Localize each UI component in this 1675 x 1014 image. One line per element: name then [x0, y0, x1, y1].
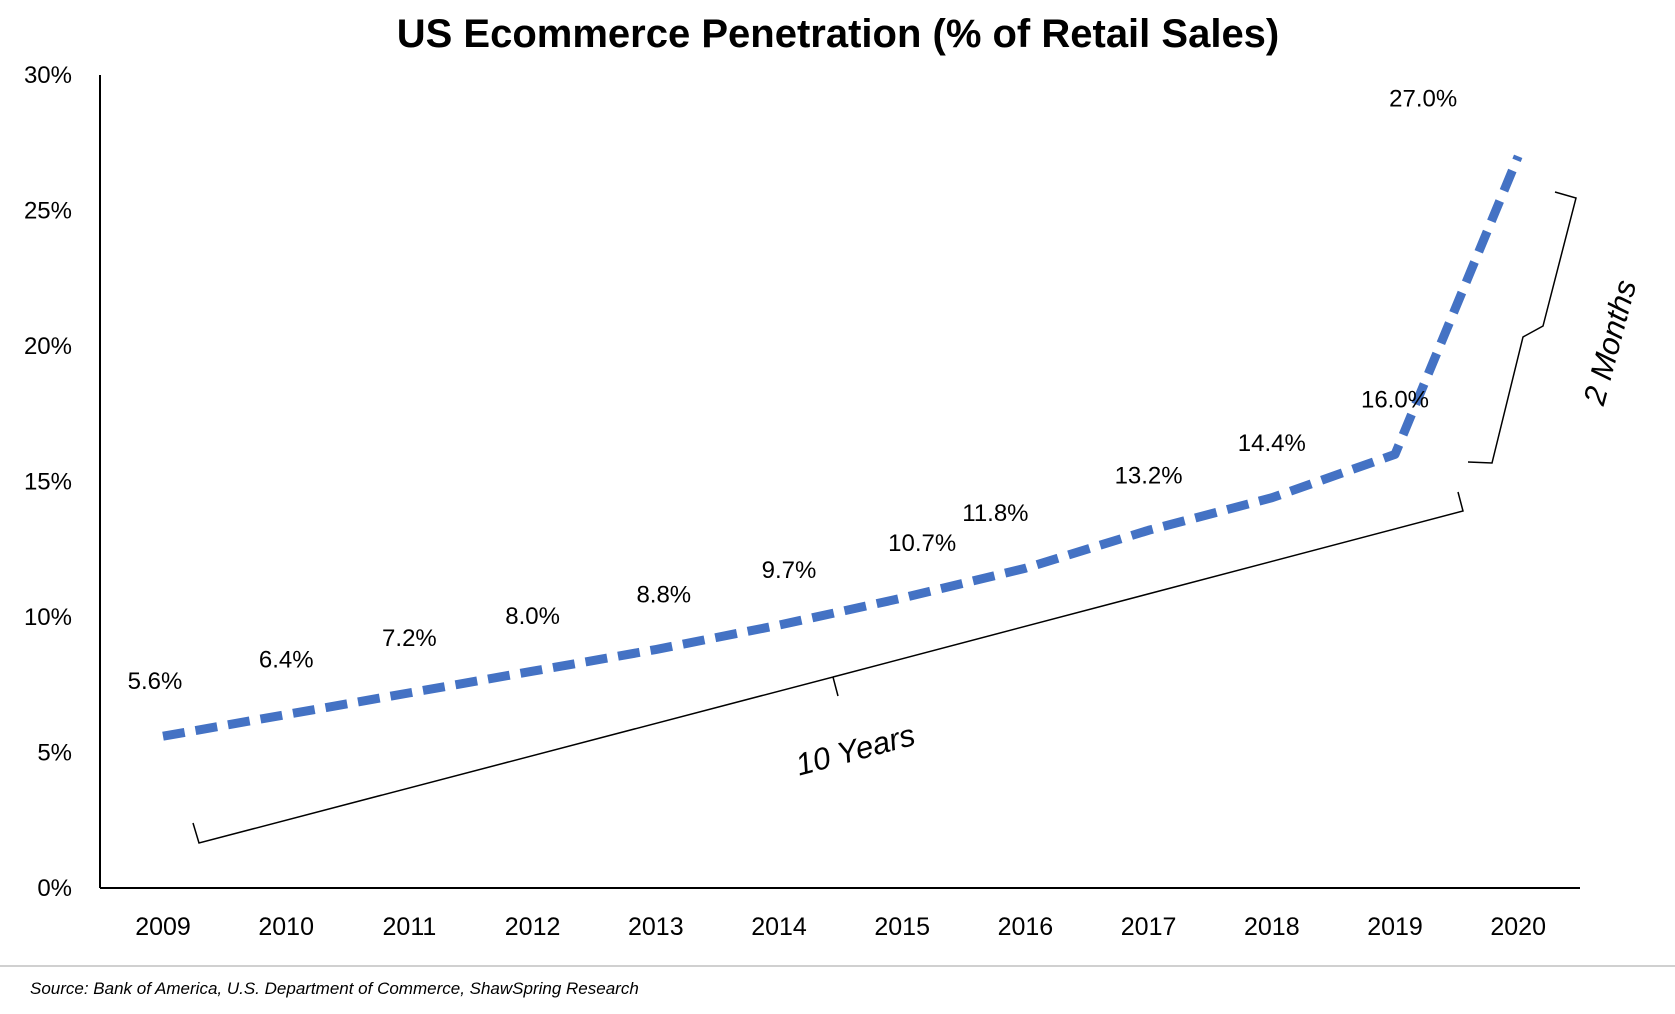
data-label: 5.6%: [128, 668, 183, 695]
source-note: Source: Bank of America, U.S. Department…: [30, 979, 639, 998]
series-line: [162, 154, 1523, 741]
x-tick-label: 2011: [383, 913, 437, 941]
x-tick-label: 2014: [751, 913, 807, 941]
data-label: 8.8%: [636, 582, 691, 609]
two-months-annotation: 2 Months: [1576, 276, 1643, 409]
x-tick-label: 2013: [628, 913, 684, 941]
two-months-bracket: [1467, 191, 1577, 464]
y-tick-label: 30%: [24, 62, 72, 89]
data-label: 6.4%: [259, 647, 314, 674]
x-tick-label: 2020: [1490, 913, 1546, 941]
y-tick-label: 20%: [24, 333, 72, 360]
y-tick-label: 0%: [37, 875, 72, 902]
y-tick-labels: 0% 5% 10% 15% 20% 25% 30%: [24, 62, 72, 902]
data-labels: 5.6% 6.4% 7.2% 8.0% 8.8% 9.7% 10.7%11.8% 13.2% 1…: [128, 85, 1458, 695]
chart-title: US Ecommerce Penetration (% of Retail Sa…: [397, 12, 1280, 56]
x-tick-label: 2009: [135, 913, 191, 941]
data-label: 7.2%: [382, 625, 437, 652]
x-tick-label: 2017: [1121, 913, 1177, 941]
data-label: 13.2%: [1115, 462, 1183, 489]
ten-years-bracket: [192, 491, 1464, 844]
data-label: 9.7%: [762, 557, 817, 584]
x-tick-label: 2012: [505, 913, 561, 941]
x-tick-label: 2016: [998, 913, 1054, 941]
y-tick-label: 5%: [37, 740, 72, 767]
data-label: 27.0%: [1389, 85, 1457, 112]
ten-years-annotation: 10 Years: [792, 717, 919, 782]
data-label: 11.8%: [962, 500, 1028, 527]
y-tick-label: 10%: [24, 604, 72, 631]
x-tick-labels: 2009 2010 2011 2012 2013 2014 2015 2016 2017 2018…: [135, 913, 1546, 941]
x-tick-label: 2018: [1244, 913, 1300, 941]
data-label: 8.0%: [505, 603, 560, 630]
x-tick-label: 2019: [1367, 913, 1423, 941]
data-label: 10.7%: [888, 530, 956, 557]
data-label: 16.0%: [1361, 386, 1429, 413]
data-label: 14.4%: [1238, 430, 1306, 457]
x-tick-label: 2010: [258, 913, 314, 941]
x-tick-label: 2015: [874, 913, 930, 941]
y-tick-label: 15%: [24, 469, 72, 496]
series-group: [162, 154, 1523, 741]
y-tick-label: 25%: [24, 198, 72, 225]
